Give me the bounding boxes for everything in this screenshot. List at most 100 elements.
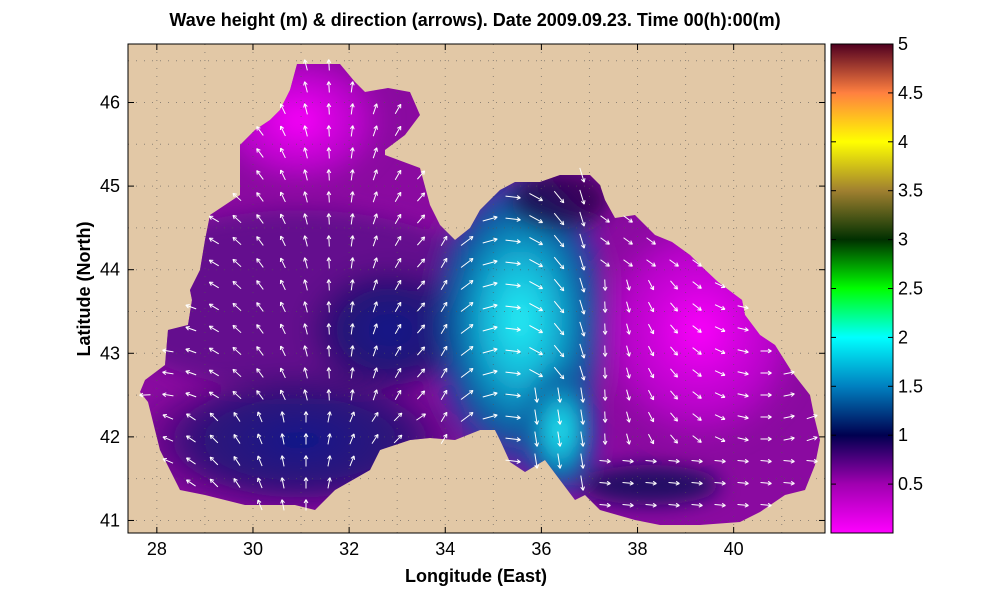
- y-tick-label: 46: [100, 93, 120, 113]
- direction-arrow: [394, 301, 402, 313]
- direction-arrow: [714, 370, 726, 377]
- direction-arrow: [714, 458, 726, 464]
- direction-arrow: [670, 390, 679, 400]
- direction-arrow: [256, 499, 263, 511]
- direction-arrow: [279, 147, 286, 159]
- direction-arrow: [256, 126, 264, 136]
- direction-arrow: [626, 345, 631, 357]
- direction-arrow: [394, 169, 402, 181]
- direction-arrow: [185, 370, 197, 376]
- direction-arrow: [303, 235, 308, 247]
- direction-arrow: [372, 191, 378, 203]
- direction-arrow: [579, 167, 586, 183]
- direction-arrow: [760, 436, 772, 442]
- direction-arrow: [783, 480, 795, 486]
- direction-arrow: [349, 147, 355, 159]
- direction-arrow: [648, 389, 655, 401]
- direction-arrow: [737, 371, 749, 376]
- field-southeast-dark: [580, 465, 720, 505]
- colorbar-tick-label: 2.5: [898, 279, 923, 299]
- direction-arrow: [557, 453, 562, 469]
- direction-arrow: [505, 283, 521, 288]
- direction-arrow: [714, 414, 726, 421]
- direction-arrow: [256, 433, 263, 445]
- direction-arrow: [233, 455, 241, 466]
- direction-arrow: [529, 214, 543, 224]
- direction-arrow: [326, 301, 332, 313]
- direction-arrow: [579, 189, 586, 205]
- direction-arrow: [327, 477, 332, 489]
- direction-arrow: [303, 279, 308, 291]
- direction-arrow: [670, 280, 679, 290]
- colorbar-tick-label: 1: [898, 425, 908, 445]
- direction-arrow: [280, 455, 285, 467]
- direction-arrow: [256, 411, 263, 423]
- direction-arrow: [580, 453, 585, 469]
- direction-arrow: [691, 458, 703, 464]
- direction-arrow: [209, 412, 219, 422]
- direction-arrow: [393, 434, 403, 444]
- direction-arrow: [326, 279, 332, 291]
- direction-arrow: [349, 301, 355, 313]
- direction-arrow: [208, 215, 219, 223]
- direction-arrow: [372, 323, 378, 335]
- direction-arrow: [670, 412, 679, 422]
- direction-arrow: [737, 327, 749, 332]
- direction-arrow: [783, 458, 795, 464]
- direction-arrow: [162, 348, 174, 353]
- direction-arrow: [553, 234, 565, 248]
- direction-arrow: [394, 367, 402, 379]
- x-tick-label: 40: [724, 539, 744, 559]
- direction-arrow: [645, 480, 657, 486]
- direction-arrow: [440, 279, 448, 290]
- y-tick-label: 43: [100, 343, 120, 363]
- direction-arrow: [760, 370, 772, 376]
- direction-arrow: [326, 147, 332, 159]
- direction-arrow: [482, 369, 498, 376]
- x-axis-label: Longitude (East): [405, 566, 547, 586]
- plot-frame: [127, 43, 826, 534]
- direction-arrow: [256, 477, 263, 489]
- direction-arrow: [186, 479, 196, 487]
- direction-arrow: [279, 125, 286, 137]
- direction-arrow: [256, 455, 263, 467]
- direction-arrow: [580, 475, 585, 491]
- x-tick-label: 32: [339, 539, 359, 559]
- direction-arrow: [670, 302, 679, 312]
- direction-arrow: [233, 477, 241, 488]
- direction-arrow: [417, 170, 426, 180]
- direction-arrow: [303, 345, 308, 357]
- direction-arrow: [714, 348, 726, 355]
- direction-arrow: [303, 433, 309, 445]
- direction-arrow: [440, 323, 448, 334]
- direction-arrow: [303, 455, 309, 467]
- direction-arrow: [349, 455, 356, 467]
- direction-arrow: [185, 392, 197, 398]
- direction-arrow: [626, 367, 631, 379]
- direction-arrow: [505, 261, 521, 266]
- direction-arrow: [505, 459, 521, 464]
- colorbar-scale: [830, 43, 894, 534]
- colorbar-tick-label: 0.5: [898, 474, 923, 494]
- direction-arrow: [505, 415, 521, 420]
- direction-arrow: [579, 277, 586, 293]
- x-tick-label: 36: [531, 539, 551, 559]
- direction-arrow: [460, 345, 474, 356]
- direction-arrow: [349, 345, 355, 357]
- direction-arrow: [760, 458, 772, 464]
- direction-arrow: [232, 280, 242, 290]
- direction-arrow: [645, 502, 657, 508]
- colorbar-tick-label: 1.5: [898, 376, 923, 396]
- direction-arrow: [553, 366, 565, 380]
- direction-arrow: [256, 148, 264, 158]
- direction-arrow: [648, 345, 655, 357]
- direction-arrow: [326, 257, 332, 269]
- direction-arrow: [602, 279, 608, 291]
- direction-arrow: [372, 125, 378, 137]
- direction-arrow: [668, 480, 680, 486]
- direction-arrow: [505, 371, 521, 376]
- direction-arrow: [303, 301, 308, 313]
- direction-arrow: [670, 368, 679, 378]
- direction-arrow: [186, 413, 196, 421]
- direction-arrow: [806, 436, 818, 442]
